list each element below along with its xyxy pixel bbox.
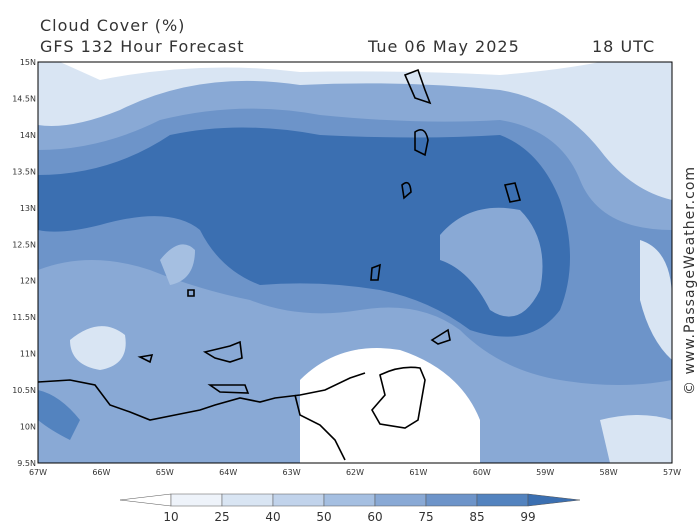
map-frame [37, 61, 673, 464]
lon-label: 67W [29, 468, 47, 477]
map [37, 61, 673, 464]
coastline [38, 372, 366, 421]
colorbar-label: 75 [418, 510, 433, 524]
colorbar-label: 99 [520, 510, 535, 524]
date: Tue 06 May 2025 [367, 37, 520, 56]
lat-label: 14.5N [12, 94, 36, 103]
lat-label: 11N [20, 350, 36, 359]
lon-label: 64W [219, 468, 237, 477]
lon-label: 59W [536, 468, 554, 477]
lon-label: 61W [409, 468, 427, 477]
colorbar-segment [272, 493, 325, 507]
colorbar-segment [221, 493, 274, 507]
lon-label: 63W [283, 468, 301, 477]
time: 18 UTC [592, 37, 655, 56]
colorbar-end [119, 493, 172, 507]
colorbar-label: 85 [469, 510, 484, 524]
lat-label: 12.5N [12, 240, 36, 249]
lat-label: 14N [20, 131, 36, 140]
lat-label: 11.5N [12, 313, 36, 322]
colorbar-end [527, 493, 581, 507]
lon-label: 66W [92, 468, 110, 477]
colorbar-label: 50 [316, 510, 331, 524]
lon-label: 57W [663, 468, 681, 477]
cloud-field [70, 326, 126, 370]
colorbar-segment [374, 493, 427, 507]
lat-label: 12N [20, 277, 36, 286]
title: Cloud Cover (%) [40, 16, 185, 35]
watermark: © www.PassageWeather.com [682, 166, 698, 395]
lon-label: 58W [600, 468, 618, 477]
islands [137, 68, 522, 394]
lon-label: 60W [473, 468, 491, 477]
cloud-field [160, 244, 195, 285]
tick-labels: 15N 14.5N 14N 13.5N 13N 12.5N 12N 11.5N 11N 10.5N… [12, 58, 681, 477]
colorbar-label: 60 [367, 510, 382, 524]
lon-label: 62W [346, 468, 364, 477]
colorbar-segment [425, 493, 478, 507]
colorbar-segment [323, 493, 376, 507]
lat-label: 10.5N [12, 386, 36, 395]
cloud-field [640, 240, 672, 360]
colorbar-segment [476, 493, 529, 507]
lon-label: 65W [156, 468, 174, 477]
colorbar-label: 25 [214, 510, 229, 524]
cloud-field [38, 127, 570, 337]
coastline [371, 366, 426, 429]
lat-label: 13N [20, 204, 36, 213]
lat-label: 9.5N [17, 459, 36, 468]
lat-label: 10N [20, 423, 36, 432]
cloud-field [300, 348, 480, 463]
colorbar-label: 10 [163, 510, 178, 524]
cloud-field [60, 62, 600, 80]
lat-label: 13.5N [12, 167, 36, 176]
subtitle: GFS 132 Hour Forecast [40, 37, 245, 56]
colorbar-label: 40 [265, 510, 280, 524]
coastline [294, 394, 346, 461]
lat-label: 15N [20, 58, 36, 67]
cloud-field [600, 415, 672, 463]
colorbar: 10 25 40 50 60 75 85 99 [119, 493, 581, 524]
colorbar-segment [170, 493, 223, 507]
cloud-field [38, 390, 80, 440]
cloud-field [440, 207, 543, 317]
